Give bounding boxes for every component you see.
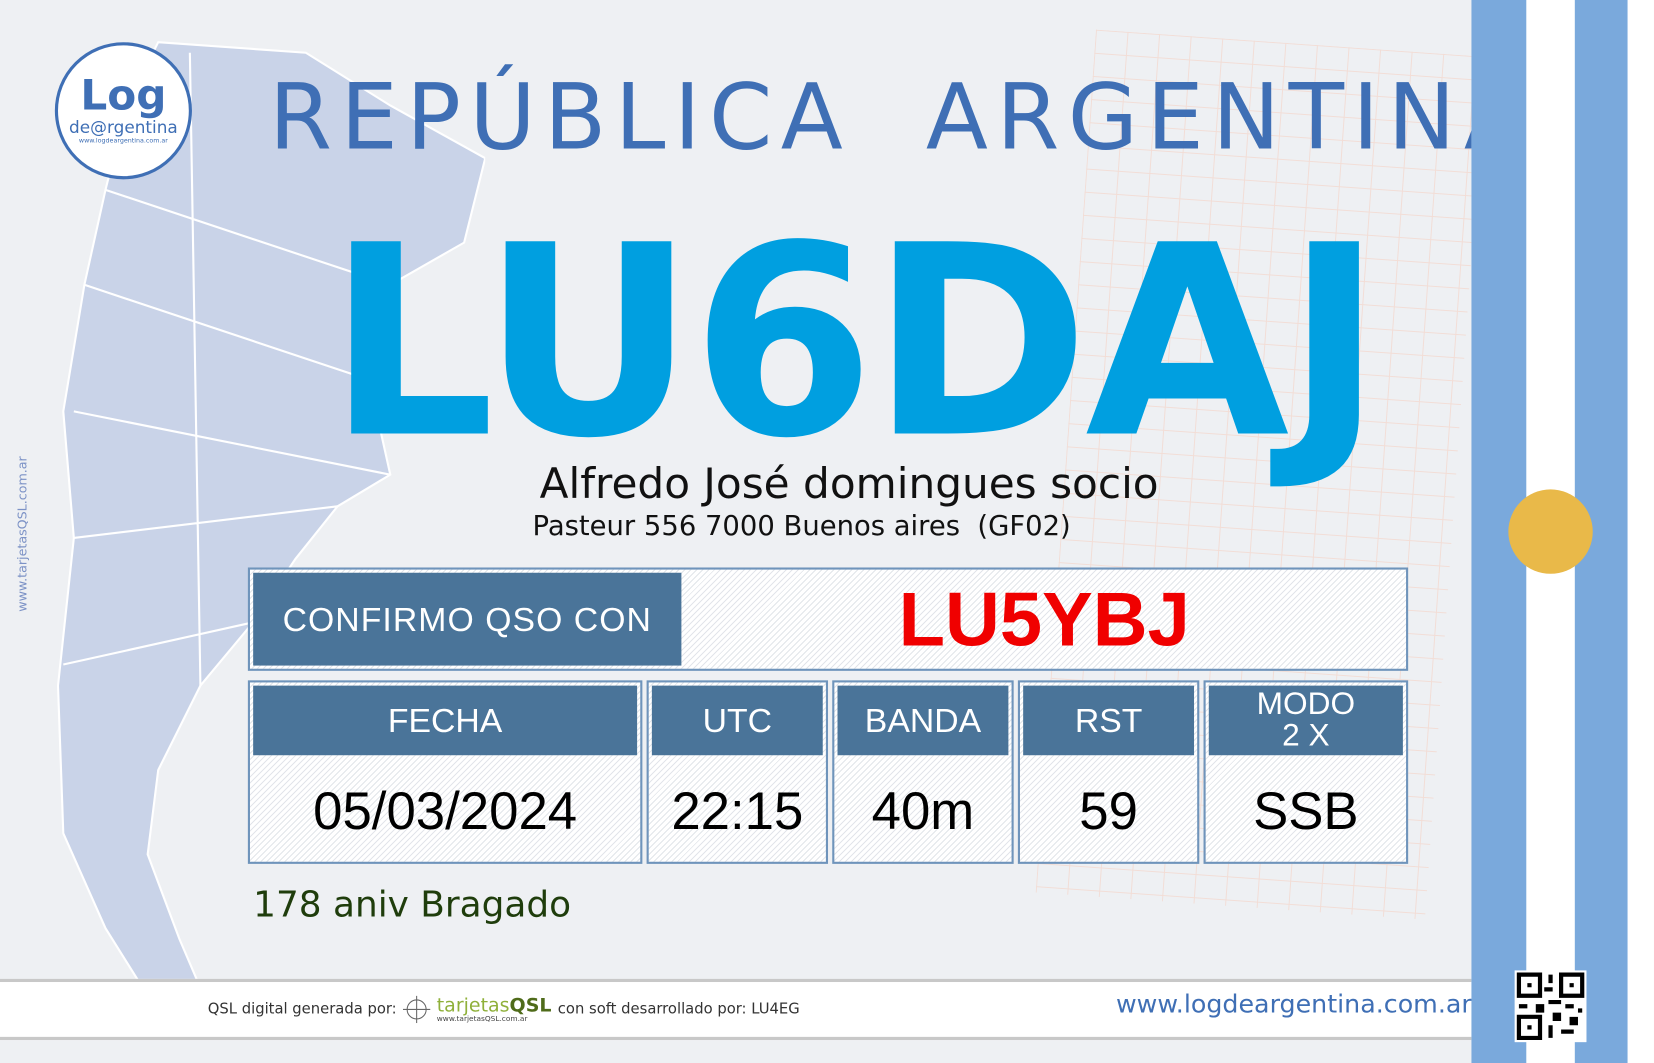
logo-text: Log <box>80 71 167 121</box>
logo-url: www.logdeargentina.com.ar <box>78 137 168 145</box>
logo-subtitle: de@rgentina <box>69 117 178 138</box>
footer-credits: QSL digital generada por: tarjetasQSL ww… <box>207 995 800 1024</box>
logo: Log de@rgentina www.logdeargentina.com.a… <box>54 42 192 180</box>
generated-by-text: QSL digital generada por: <box>207 1001 397 1018</box>
sun-of-may-icon <box>1508 489 1593 574</box>
fecha-label: FECHA <box>253 685 638 756</box>
modo-header: MODO 2 X <box>1208 685 1403 756</box>
banda-label: BANDA <box>837 685 1009 756</box>
rst-cell: RST 59 <box>1017 680 1200 864</box>
modo-sub-label: 2 X <box>1282 718 1330 754</box>
utc-value: 22:15 <box>671 781 804 841</box>
operator-address: Pasteur 556 7000 Buenos aires (GF02) <box>532 510 1071 543</box>
banda-cell: BANDA 40m <box>832 680 1014 864</box>
modo-label: MODO <box>1256 686 1356 722</box>
qr-code-icon[interactable] <box>1514 970 1587 1043</box>
website-link[interactable]: www.logdeargentina.com.ar <box>1115 989 1472 1019</box>
fecha-value: 05/03/2024 <box>313 781 578 841</box>
modo-value: SSB <box>1253 781 1359 841</box>
argentina-map <box>56 41 486 1013</box>
footer-bar <box>0 978 1472 1041</box>
brand-url: www.tarjetasQSL.com.ar <box>436 1014 528 1023</box>
station-callsign: LU6DAJ <box>326 188 1383 496</box>
confirm-label: CONFIRMO QSO CON <box>253 572 682 666</box>
rst-value: 59 <box>1079 781 1138 841</box>
qso-callsign: LU5YBJ <box>898 578 1190 663</box>
crosshair-icon <box>402 995 431 1024</box>
tarjetasqsl-logo: tarjetasQSL www.tarjetasQSL.com.ar <box>437 996 552 1022</box>
brand-b: QSL <box>509 994 552 1017</box>
utc-cell: UTC 22:15 <box>646 680 829 864</box>
side-url: www.tarjetasQSL.com.ar <box>14 456 30 612</box>
banda-value: 40m <box>871 781 975 841</box>
software-credit: con soft desarrollado por: LU4EG <box>557 1001 800 1018</box>
fecha-cell: FECHA 05/03/2024 <box>247 680 643 864</box>
country-title: REPÚBLICA ARGENTINA <box>268 65 1535 171</box>
brand-a: tarjetas <box>436 994 510 1017</box>
utc-label: UTC <box>651 685 823 756</box>
operator-name: Alfredo José domingues socio <box>539 459 1159 509</box>
rst-label: RST <box>1023 685 1195 756</box>
modo-cell: MODO 2 X SSB <box>1203 680 1409 864</box>
confirm-row: CONFIRMO QSO CON LU5YBJ <box>247 567 1409 671</box>
event-text: 178 aniv Bragado <box>253 883 572 927</box>
